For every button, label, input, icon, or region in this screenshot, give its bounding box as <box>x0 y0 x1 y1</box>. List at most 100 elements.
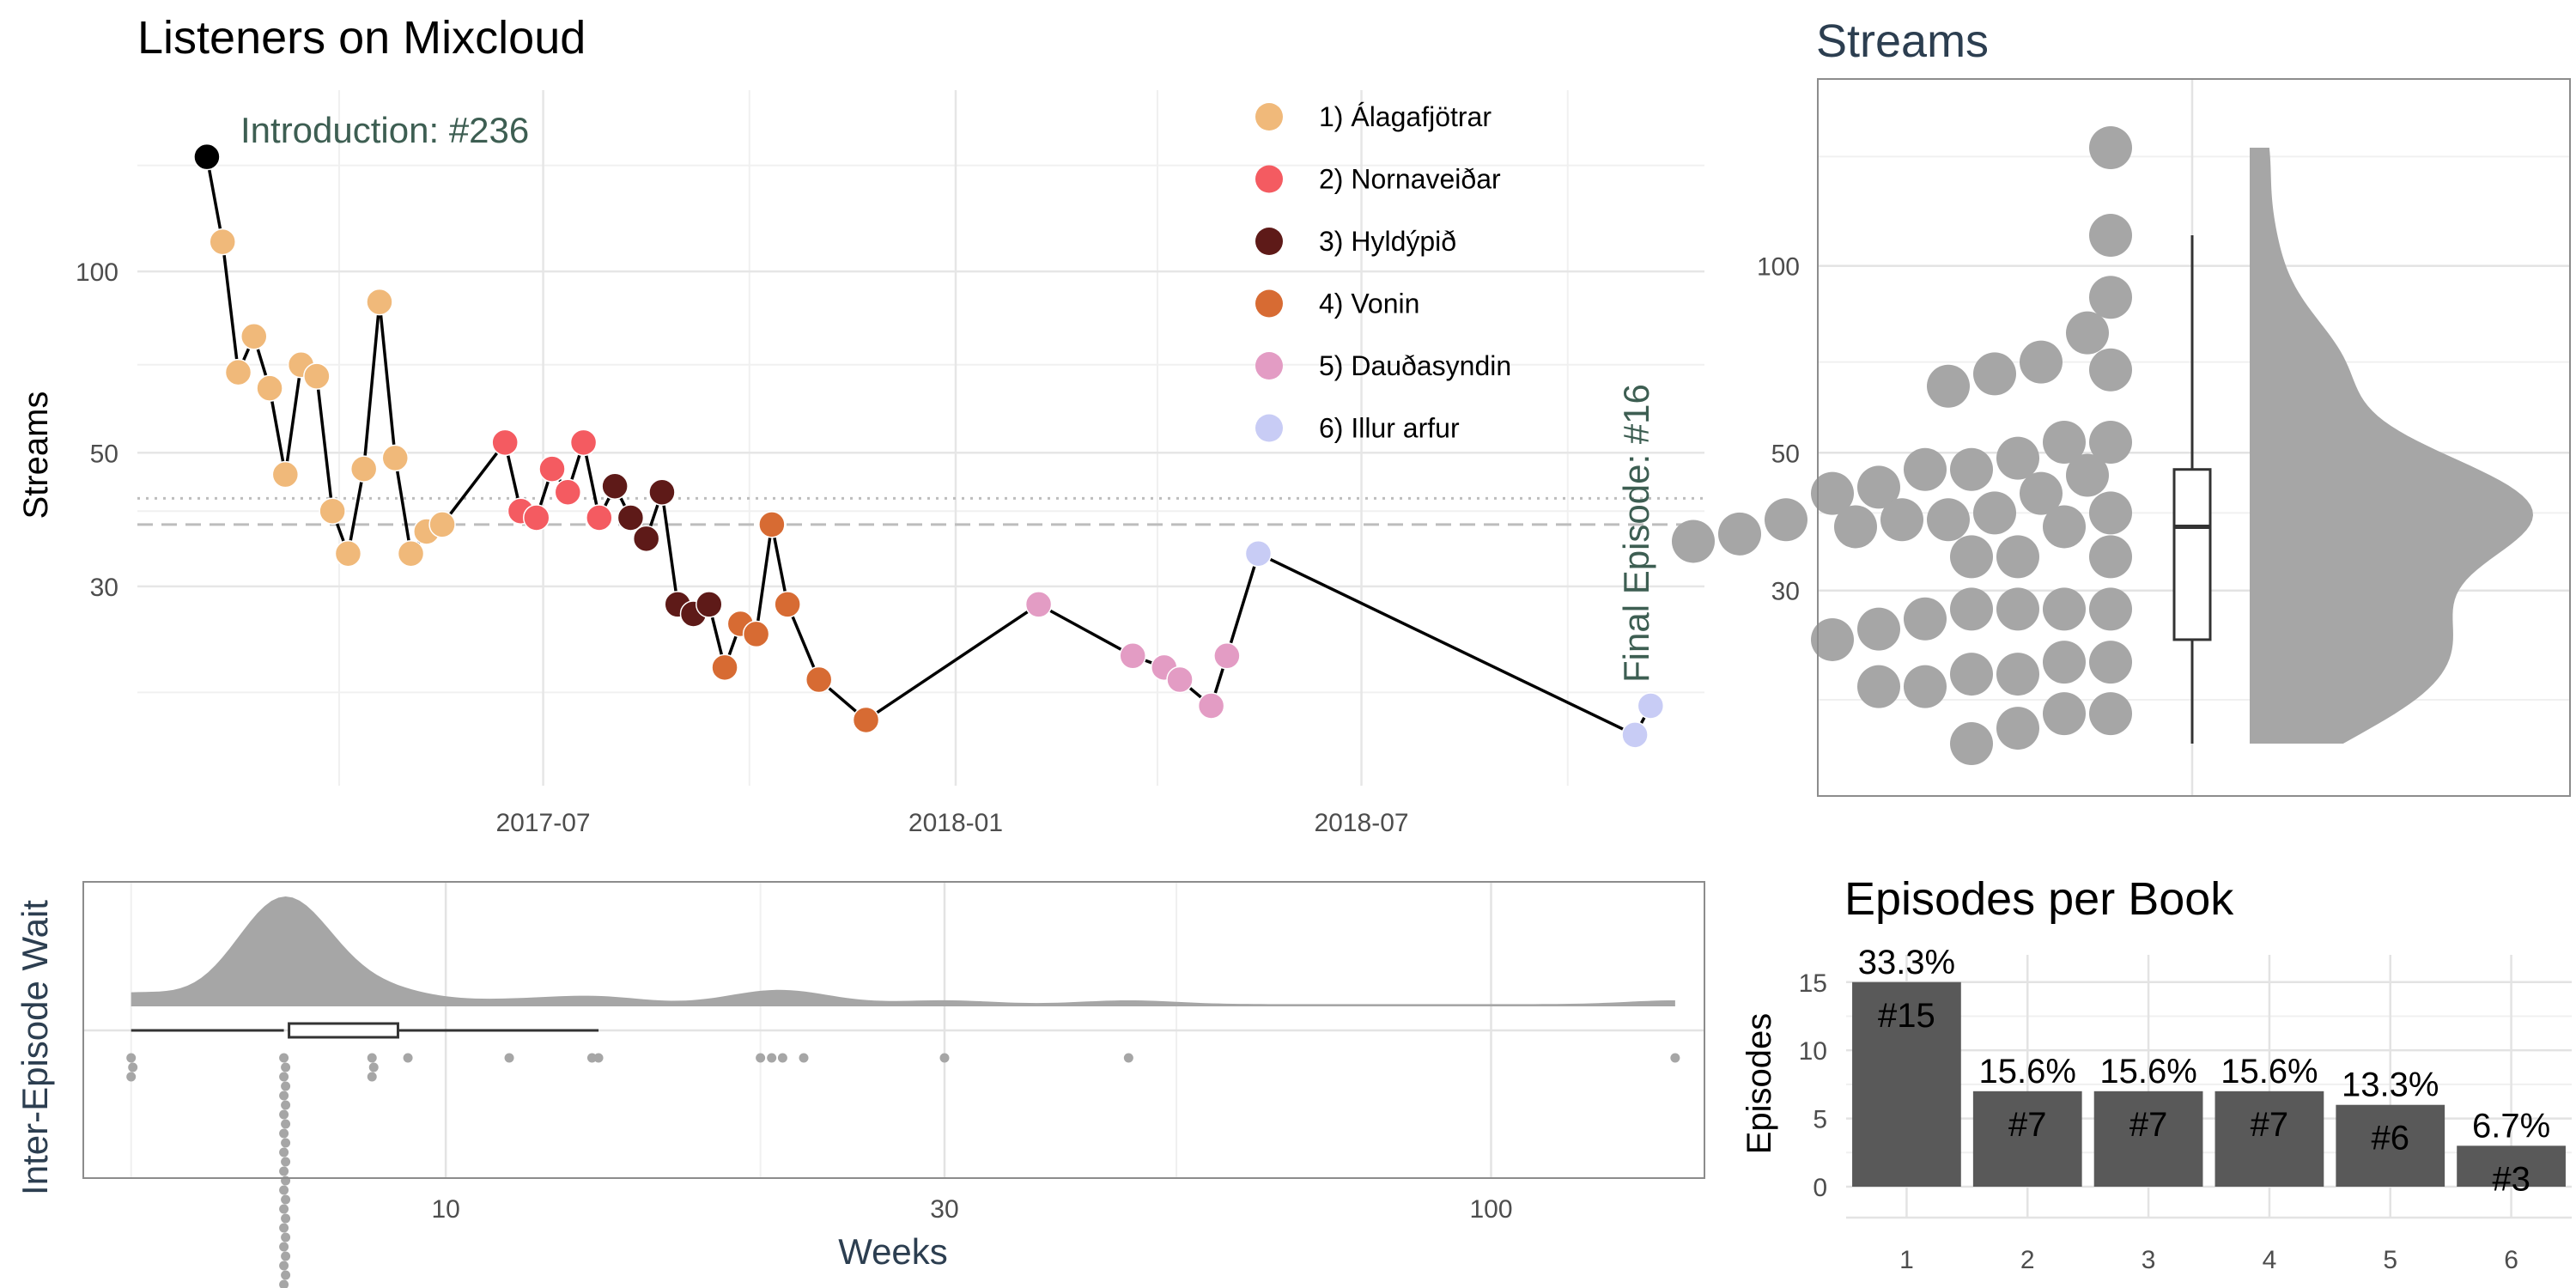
listeners-x-ticks: 2017-07 2018-01 2018-07 <box>496 809 1409 837</box>
episodes-y-tick-label: 0 <box>1813 1174 1827 1202</box>
episodes-y-tick-label: 5 <box>1813 1106 1827 1134</box>
episodes-pct-label: 15.6% <box>2221 1053 2318 1091</box>
streams-dot <box>1996 653 2039 696</box>
episodes-bar <box>2093 1091 2203 1187</box>
wait-dot <box>126 1053 137 1063</box>
streams-panel: Streams 30 50 100 <box>1672 15 2571 797</box>
episodes-x-tick-label: 2 <box>2020 1246 2035 1274</box>
listeners-point <box>1213 642 1241 670</box>
streams-dot <box>2043 420 2086 464</box>
legend-label: 3) Hyldýpið <box>1319 226 1456 257</box>
episodes-x-tick-label: 3 <box>2142 1246 2156 1274</box>
listeners-x-tick-label: 2018-01 <box>908 809 1003 837</box>
legend-label: 2) Nornaveiðar <box>1319 164 1501 195</box>
episodes-count-label: #15 <box>1878 997 1935 1035</box>
listeners-y-tick-label: 30 <box>90 574 118 602</box>
listeners-point <box>1621 721 1649 749</box>
listeners-y-tick-label: 50 <box>90 440 118 468</box>
legend: 1) Álagafjötrar 2) Nornaveiðar 3) Hyldýpið… <box>1255 101 1511 444</box>
episodes-bar <box>2215 1091 2324 1187</box>
intro-annotation: Introduction: #236 <box>240 110 529 150</box>
listeners-point <box>569 428 598 457</box>
streams-dots <box>1672 126 2132 766</box>
listeners-panel: Listeners on Mixcloud Streams 30 50 100 20… <box>17 12 1704 837</box>
streams-dot <box>2066 453 2109 497</box>
listeners-point <box>193 143 221 171</box>
episodes-panel: Episodes per Book Episodes 0 5 10 15 1 2 3 4 5 6… <box>1741 873 2572 1274</box>
streams-dot <box>1973 352 2016 396</box>
streams-title: Streams <box>1816 15 1989 67</box>
wait-dot <box>777 1053 787 1063</box>
listeners-y-ticks: 30 50 100 <box>76 258 118 602</box>
wait-panel-border <box>82 881 1705 1179</box>
listeners-point <box>586 504 613 532</box>
wait-dot <box>279 1147 289 1157</box>
wait-x-axis-label: Weeks <box>838 1231 948 1272</box>
episodes-count-label: #7 <box>2008 1106 2047 1144</box>
listeners-point <box>617 504 645 532</box>
listeners-point <box>240 323 268 350</box>
listeners-y-axis-label: Streams <box>17 392 55 519</box>
streams-dot <box>1672 519 1715 563</box>
episodes-bar <box>2457 1145 2566 1187</box>
wait-dot <box>939 1053 950 1063</box>
wait-dot <box>281 1138 291 1148</box>
wait-dot <box>279 1109 289 1120</box>
listeners-point <box>742 620 770 648</box>
wait-box <box>288 1022 399 1039</box>
wait-dot <box>281 1062 291 1072</box>
wait-dot <box>799 1053 809 1063</box>
listeners-point <box>538 455 566 483</box>
episodes-x-tick-label: 6 <box>2504 1246 2518 1274</box>
listeners-point <box>632 525 660 553</box>
wait-dot <box>126 1072 137 1082</box>
wait-dots <box>126 1053 1680 1288</box>
streams-dot <box>1996 436 2039 480</box>
wait-dot <box>756 1053 766 1063</box>
streams-box <box>2172 468 2212 641</box>
wait-dot <box>281 1270 291 1280</box>
streams-dot <box>2089 276 2132 319</box>
listeners-point <box>522 504 550 532</box>
listeners-point <box>1166 665 1194 694</box>
wait-dot <box>279 1053 289 1063</box>
wait-density <box>131 896 1675 1006</box>
streams-dot <box>2089 587 2132 631</box>
streams-y-tick-label: 50 <box>1771 440 1800 468</box>
streams-dot <box>1857 465 1900 509</box>
episodes-bar <box>2336 1104 2445 1187</box>
legend-label: 4) Vonin <box>1319 289 1419 319</box>
listeners-point <box>334 539 362 568</box>
wait-y-axis-label: Inter-Episode Wait <box>15 900 55 1195</box>
streams-dot <box>2043 587 2086 631</box>
episodes-y-axis-label: Episodes <box>1741 1013 1778 1155</box>
streams-dot <box>1718 512 1761 556</box>
listeners-series-line <box>205 156 1652 738</box>
listeners-point <box>711 653 738 682</box>
episodes-x-ticks: 1 2 3 4 5 6 <box>1899 1246 2518 1274</box>
streams-dot <box>2020 340 2063 384</box>
streams-dot <box>2043 692 2086 736</box>
listeners-y-tick-label: 100 <box>76 258 118 287</box>
wait-dot <box>504 1053 514 1063</box>
streams-y-tick-label: 30 <box>1771 578 1800 606</box>
listeners-point <box>805 665 833 694</box>
streams-half-violin <box>2250 148 2533 744</box>
listeners-x-tick-label: 2018-07 <box>1314 809 1408 837</box>
listeners-point <box>319 497 346 525</box>
wait-panel: Inter-Episode Wait Weeks 10 30 100 <box>15 881 1705 1288</box>
legend-swatch <box>1255 289 1283 318</box>
wait-dot <box>281 1119 291 1129</box>
episodes-pct-label: 13.3% <box>2342 1066 2439 1104</box>
streams-dot <box>2089 348 2132 392</box>
streams-dot <box>1996 535 2039 579</box>
listeners-point <box>696 591 723 618</box>
streams-dot <box>2089 641 2132 684</box>
episodes-count-label: #7 <box>2251 1106 2289 1144</box>
streams-dot <box>1811 617 1854 661</box>
legend-swatch <box>1255 228 1283 255</box>
streams-dot <box>1857 665 1900 708</box>
episodes-labels: 33.3% #15 15.6% #7 15.6% #7 15.6% #7 13.3% #6 6.7%… <box>1858 944 2550 1199</box>
listeners-point <box>774 591 801 618</box>
episodes-bars <box>1852 981 2566 1187</box>
